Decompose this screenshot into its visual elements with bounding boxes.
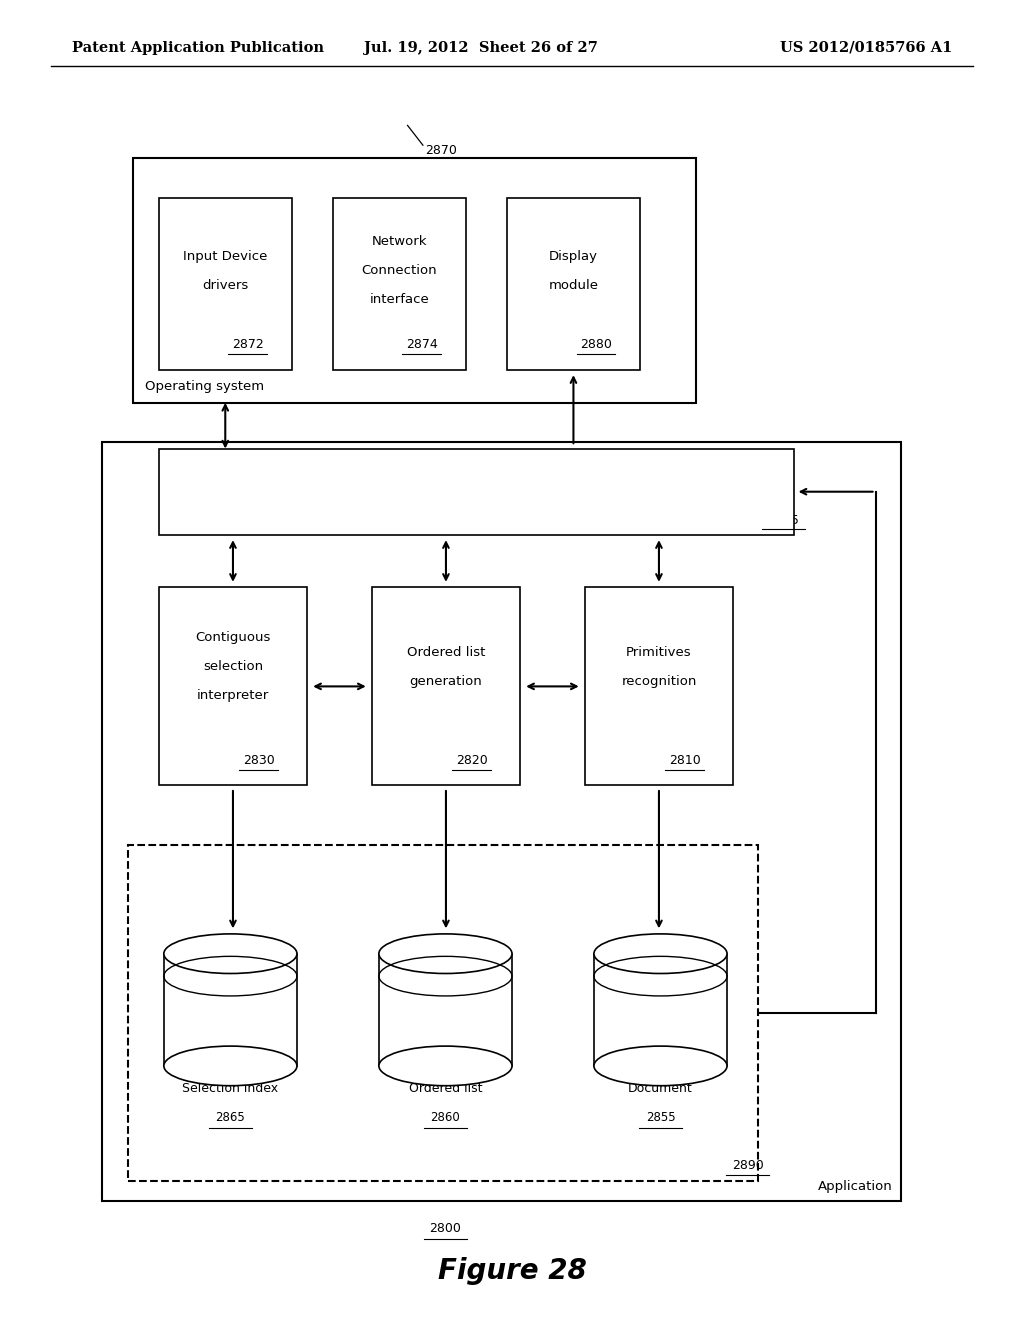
Text: Ordered list: Ordered list <box>407 645 485 659</box>
Text: module: module <box>549 279 598 292</box>
Text: 2860: 2860 <box>430 1111 461 1123</box>
Bar <box>333 198 466 370</box>
Bar <box>102 442 901 1201</box>
Bar <box>164 953 297 1067</box>
Text: 2870: 2870 <box>425 144 457 157</box>
Ellipse shape <box>379 1045 512 1085</box>
Text: Document: Document <box>628 1082 693 1094</box>
Text: US 2012/0185766 A1: US 2012/0185766 A1 <box>780 41 952 54</box>
Text: Network: Network <box>372 235 427 248</box>
Text: Display: Display <box>549 249 598 263</box>
Text: 2810: 2810 <box>669 754 700 767</box>
Text: Selection index: Selection index <box>182 1082 279 1094</box>
Bar <box>159 587 307 785</box>
Ellipse shape <box>594 935 727 974</box>
Ellipse shape <box>379 935 512 974</box>
Text: recognition: recognition <box>622 675 696 688</box>
Text: Figure 28: Figure 28 <box>437 1257 587 1286</box>
Text: 2865: 2865 <box>215 1111 246 1123</box>
Text: 2830: 2830 <box>243 754 274 767</box>
Text: 2874: 2874 <box>406 338 438 351</box>
Bar <box>372 587 520 785</box>
Text: User Interface Interaction module: User Interface Interaction module <box>329 484 562 499</box>
Bar <box>159 198 292 370</box>
Text: Primitives: Primitives <box>626 645 692 659</box>
Text: generation: generation <box>410 675 482 688</box>
Text: Contiguous: Contiguous <box>196 631 270 644</box>
Bar <box>133 158 696 403</box>
Text: 2880: 2880 <box>580 338 612 351</box>
Ellipse shape <box>594 1045 727 1085</box>
Text: Connection: Connection <box>361 264 437 277</box>
Text: selection: selection <box>203 660 263 673</box>
Text: Patent Application Publication: Patent Application Publication <box>72 41 324 54</box>
Text: Application: Application <box>818 1180 893 1193</box>
Text: 2800: 2800 <box>429 1222 462 1236</box>
Text: Operating system: Operating system <box>145 380 264 393</box>
Text: 2855: 2855 <box>646 1111 675 1123</box>
Ellipse shape <box>164 1045 297 1085</box>
Text: Jul. 19, 2012  Sheet 26 of 27: Jul. 19, 2012 Sheet 26 of 27 <box>365 41 598 54</box>
Text: 2820: 2820 <box>456 754 487 767</box>
Bar <box>379 953 512 1067</box>
Text: 2872: 2872 <box>231 338 264 351</box>
Text: interface: interface <box>370 293 429 306</box>
Text: 2805: 2805 <box>767 513 800 527</box>
Text: Input Device: Input Device <box>183 249 267 263</box>
Bar <box>507 198 640 370</box>
Bar <box>159 449 794 535</box>
Bar <box>594 953 727 1067</box>
Text: 2890: 2890 <box>731 1159 764 1172</box>
Text: drivers: drivers <box>202 279 249 292</box>
Text: interpreter: interpreter <box>197 689 269 702</box>
Ellipse shape <box>164 935 297 974</box>
Bar <box>128 845 758 1181</box>
Bar <box>585 587 733 785</box>
Text: Ordered list: Ordered list <box>409 1082 482 1094</box>
